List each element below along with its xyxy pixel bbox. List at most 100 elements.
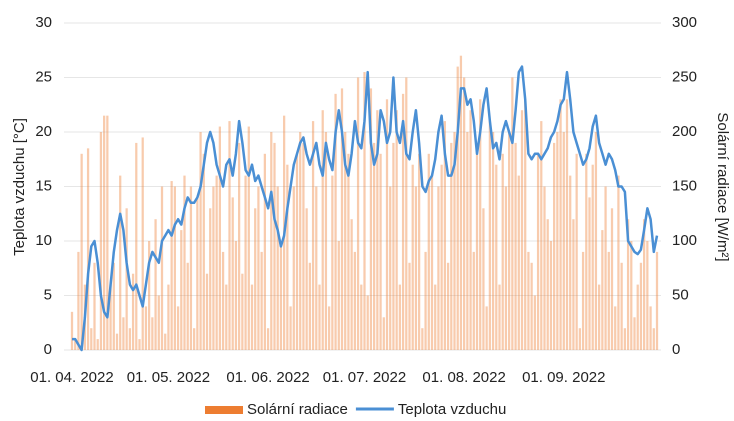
bar	[398, 284, 401, 350]
bar	[148, 241, 151, 350]
bar	[520, 110, 524, 350]
y2-tick-label: 250	[672, 68, 697, 85]
bar	[414, 186, 418, 350]
bar	[443, 121, 446, 350]
bar	[160, 186, 164, 350]
bar	[154, 219, 157, 350]
bar	[553, 142, 556, 350]
bar	[450, 142, 453, 350]
bar	[315, 186, 318, 350]
bar	[138, 339, 141, 350]
bar	[344, 132, 347, 350]
bar	[581, 251, 585, 350]
bar	[209, 208, 212, 350]
bar	[70, 311, 74, 350]
y2-tick-label: 100	[672, 232, 697, 249]
bar	[392, 142, 395, 350]
bar	[141, 137, 144, 350]
bar	[157, 295, 160, 350]
bar	[180, 230, 183, 350]
bar	[128, 328, 131, 350]
bar	[430, 175, 434, 350]
bar	[536, 153, 540, 350]
y2-tick-label: 0	[672, 341, 680, 358]
bar	[373, 142, 376, 350]
bar	[456, 66, 459, 350]
bar	[238, 142, 241, 350]
bar	[125, 208, 128, 350]
y2-tick-label: 150	[672, 177, 697, 194]
bar	[588, 197, 591, 350]
bar	[527, 251, 530, 350]
bar	[305, 208, 308, 350]
bar	[459, 55, 463, 350]
bar	[446, 262, 450, 350]
line	[72, 65, 659, 352]
bar	[411, 164, 414, 350]
x-tick-label: 01. 09. 2022	[522, 369, 605, 386]
bar	[77, 251, 80, 350]
bar	[514, 142, 517, 350]
bar	[524, 99, 527, 350]
bar	[308, 262, 311, 350]
bar	[424, 251, 427, 350]
bar	[215, 175, 218, 350]
bar	[517, 175, 520, 350]
y-tick-label: 0	[44, 341, 52, 358]
bar	[440, 164, 443, 350]
y2-tick-label: 300	[672, 14, 697, 31]
bar	[607, 251, 610, 350]
bar	[103, 115, 106, 351]
bar	[170, 181, 173, 350]
bar	[453, 132, 456, 350]
bar	[90, 328, 93, 350]
bar	[646, 241, 649, 350]
bar	[485, 306, 488, 350]
bar	[321, 110, 324, 350]
bar	[633, 317, 636, 350]
bar	[565, 99, 569, 350]
bar	[379, 153, 382, 350]
y2-tick-label: 200	[672, 123, 697, 140]
bar	[366, 295, 369, 350]
bar	[186, 262, 189, 350]
bar	[495, 164, 498, 350]
bar	[540, 121, 543, 350]
bar	[389, 186, 392, 350]
bar	[176, 306, 180, 350]
y-tick-label: 15	[35, 177, 52, 194]
y2-tick-label: 50	[672, 286, 689, 303]
bar	[511, 77, 514, 350]
legend-swatch	[205, 406, 243, 414]
bar	[247, 126, 250, 350]
bar	[199, 132, 202, 350]
bar	[508, 132, 511, 350]
bar	[135, 142, 138, 350]
bar	[119, 175, 122, 350]
bar	[617, 175, 620, 350]
bar	[405, 77, 408, 350]
bar	[498, 284, 501, 350]
bar	[337, 241, 340, 350]
bar	[427, 153, 430, 350]
y-tick-label: 25	[35, 68, 52, 85]
bar	[74, 339, 77, 350]
bar	[299, 132, 302, 350]
bar	[286, 164, 289, 350]
bar	[463, 77, 466, 350]
x-tick-label: 01. 07. 2022	[323, 369, 406, 386]
bar	[604, 186, 607, 350]
bar	[112, 262, 115, 350]
bar	[228, 121, 231, 350]
y-tick-label: 10	[35, 232, 52, 249]
bar	[302, 142, 305, 350]
bar	[562, 132, 565, 350]
bar	[183, 175, 186, 350]
bar	[421, 328, 424, 350]
bar	[279, 241, 283, 350]
bar	[189, 186, 193, 350]
bar	[257, 186, 260, 350]
bar	[324, 132, 328, 350]
bar	[395, 110, 398, 350]
bar	[196, 197, 199, 350]
